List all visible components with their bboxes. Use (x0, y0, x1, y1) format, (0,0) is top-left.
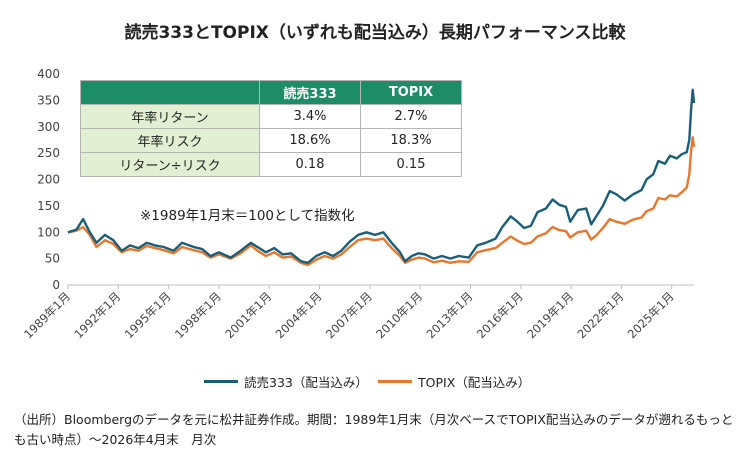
legend-label-yomiuri: 読売333（配当込み） (244, 375, 368, 390)
stats-row-ratio: リターン÷リスク 0.18 0.15 (80, 152, 462, 177)
x-tick-label: 2001年1月 (222, 289, 274, 341)
stats-row-label: リターン÷リスク (80, 152, 260, 177)
legend-item-topix: TOPIX（配当込み） (378, 372, 530, 391)
legend-swatch-yomiuri (204, 380, 238, 383)
stats-cell: 0.15 (360, 152, 462, 177)
chart-title: 読売333とTOPIX（いずれも配当込み）長期パフォーマンス比較 (124, 23, 626, 43)
stats-cell: 2.7% (360, 104, 462, 129)
stats-table: 読売333 TOPIX 年率リターン 3.4% 2.7% 年率リスク 18.6%… (80, 80, 462, 177)
stats-row-label: 年率リターン (80, 104, 260, 129)
stats-cell: 18.3% (360, 128, 462, 153)
y-tick-label: 300 (37, 120, 60, 134)
stats-cell: 0.18 (259, 152, 361, 177)
legend-swatch-topix (378, 380, 412, 383)
x-tick-label: 1989年1月 (21, 289, 73, 341)
x-tick-label: 1992年1月 (71, 289, 123, 341)
series-line-topix (67, 136, 696, 267)
y-tick-label: 400 (37, 67, 60, 81)
source-note: （出所）Bloombergのデータを元に松井証券作成。期間：1989年1月末（月… (14, 412, 734, 447)
stats-header-yomiuri: 読売333 (259, 80, 361, 105)
stats-cell: 18.6% (259, 128, 361, 153)
x-tick-label: 1995年1月 (122, 289, 174, 341)
x-tick-labels: 1989年1月1992年1月1995年1月1998年1月2001年1月2004年… (21, 289, 677, 341)
y-tick-label: 50 (45, 252, 60, 266)
axes (67, 284, 694, 289)
y-tick-label: 150 (37, 199, 60, 213)
x-tick-label: 2004年1月 (273, 289, 325, 341)
x-tick-label: 2025年1月 (625, 289, 677, 341)
series-lines (67, 88, 696, 267)
x-tick-label: 2022年1月 (574, 289, 626, 341)
x-tick-label: 2016年1月 (474, 289, 526, 341)
y-tick-label: 250 (37, 146, 60, 160)
stats-header-blank (80, 80, 260, 105)
stats-cell: 3.4% (259, 104, 361, 129)
x-tick-label: 2010年1月 (373, 289, 425, 341)
stats-row-return: 年率リターン 3.4% 2.7% (80, 104, 462, 129)
x-tick-label: 2007年1月 (323, 289, 375, 341)
y-tick-label: 200 (37, 173, 60, 187)
stats-header-topix: TOPIX (360, 80, 462, 105)
index-note: ※1989年1月末＝100として指数化 (140, 208, 355, 224)
y-tick-label: 100 (37, 225, 60, 239)
series-line-yomiuri (67, 88, 696, 264)
x-tick-label: 2013年1月 (424, 289, 476, 341)
stats-row-label: 年率リスク (80, 128, 260, 153)
y-tick-label: 0 (52, 278, 60, 292)
y-tick-label: 350 (37, 93, 60, 107)
y-tick-labels: 0 50 100 150 200 250 300 350 400 (37, 67, 60, 292)
stats-row-risk: 年率リスク 18.6% 18.3% (80, 128, 462, 153)
x-tick-label: 2019年1月 (524, 289, 576, 341)
x-tick-label: 1998年1月 (172, 289, 224, 341)
legend-item-yomiuri: 読売333（配当込み） (204, 372, 368, 391)
legend-label-topix: TOPIX（配当込み） (418, 375, 531, 390)
